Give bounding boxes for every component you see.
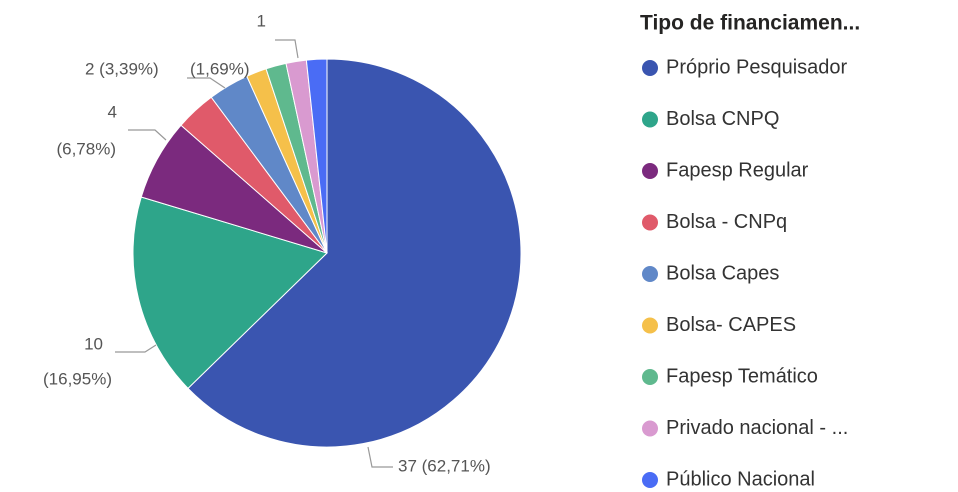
pie-slice bbox=[132, 196, 328, 390]
legend-label: Bolsa CNPQ bbox=[666, 108, 779, 130]
legend-marker bbox=[642, 472, 658, 488]
data-label: (16,95%) bbox=[43, 369, 112, 388]
legend-label: Privado nacional - ... bbox=[666, 417, 848, 439]
pie-slice bbox=[305, 58, 328, 254]
data-label: 1 bbox=[257, 11, 266, 30]
leader-line bbox=[187, 77, 226, 89]
legend-label: Bolsa- CAPES bbox=[666, 314, 796, 336]
legend-marker bbox=[642, 214, 658, 231]
legend-label: Próprio Pesquisador bbox=[666, 56, 848, 78]
legend-marker bbox=[642, 369, 658, 385]
legend-label: Bolsa - CNPq bbox=[666, 211, 787, 233]
legend-label: Público Nacional bbox=[666, 468, 815, 490]
data-label: 4 bbox=[108, 102, 117, 121]
leader-line bbox=[367, 446, 393, 468]
legend-marker bbox=[642, 111, 658, 128]
data-label: 10 bbox=[84, 334, 103, 353]
legend-label: Fapesp Temático bbox=[666, 365, 818, 387]
leader-line bbox=[115, 344, 157, 353]
leader-line bbox=[128, 129, 167, 141]
data-label: (6,78%) bbox=[56, 139, 116, 158]
legend-marker bbox=[642, 266, 658, 282]
legend-title: Tipo de financiamen... bbox=[640, 12, 860, 35]
legend-marker bbox=[642, 420, 658, 437]
data-label: 37 (62,71%) bbox=[398, 456, 491, 475]
legend-marker bbox=[642, 317, 658, 334]
data-label: 2 (3,39%) bbox=[85, 59, 159, 78]
legend-marker bbox=[642, 60, 658, 76]
pie-slice bbox=[187, 58, 522, 448]
legend-label: Bolsa Capes bbox=[666, 262, 779, 284]
leader-line bbox=[275, 39, 299, 59]
legend-label: Fapesp Regular bbox=[666, 159, 809, 181]
legend-marker bbox=[642, 163, 658, 179]
data-label: (1,69%) bbox=[190, 59, 250, 78]
